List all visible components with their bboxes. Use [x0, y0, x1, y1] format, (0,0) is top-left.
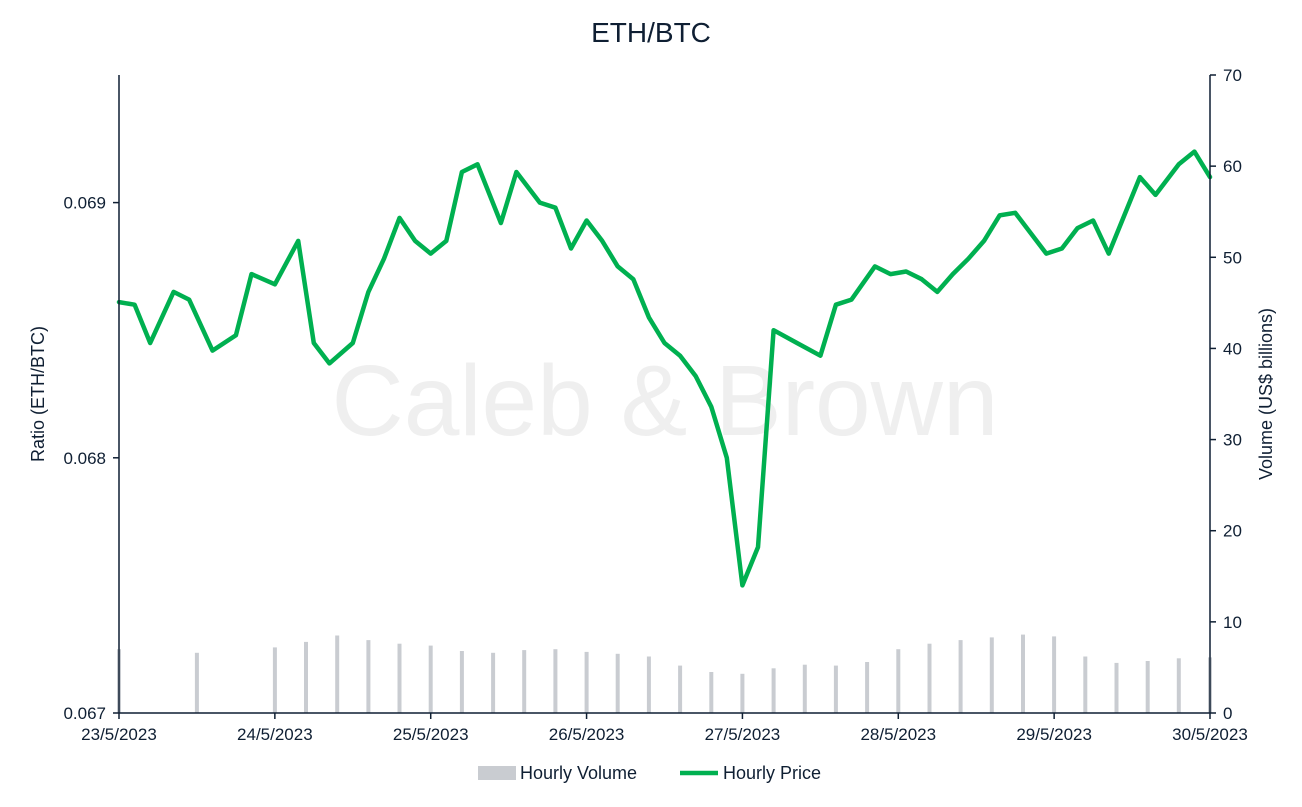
volume-bar	[678, 665, 683, 713]
legend-price-label: Hourly Price	[723, 763, 821, 783]
right-tick-label: 60	[1223, 157, 1242, 176]
volume-bar	[615, 653, 620, 713]
volume-bar	[1114, 662, 1119, 713]
left-axis-ticks: 0.067 0.068 0.069	[63, 194, 119, 723]
volume-bar	[366, 640, 371, 713]
volume-bar	[958, 640, 963, 713]
right-axis-label: Volume (US$ billions)	[1256, 308, 1276, 480]
legend-volume-label: Hourly Volume	[520, 763, 637, 783]
volume-bar	[1052, 636, 1057, 713]
volume-bar	[771, 668, 776, 713]
right-tick-label: 0	[1223, 704, 1232, 723]
chart-title: ETH/BTC	[591, 17, 711, 48]
right-tick-label: 20	[1223, 522, 1242, 541]
right-tick-label: 50	[1223, 248, 1242, 267]
volume-bar	[709, 672, 714, 713]
volume-bar	[459, 651, 464, 713]
legend: Hourly Volume Hourly Price	[478, 763, 821, 783]
x-tick-label: 27/5/2023	[705, 725, 781, 744]
left-tick-label: 0.069	[63, 194, 106, 213]
right-tick-label: 10	[1223, 613, 1242, 632]
x-tick-label: 23/5/2023	[81, 725, 157, 744]
volume-bar	[896, 649, 901, 713]
volume-bar	[397, 643, 402, 713]
volume-bar	[522, 650, 527, 713]
volume-bar	[802, 664, 807, 713]
left-tick-label: 0.067	[63, 704, 106, 723]
volume-bar	[833, 665, 838, 713]
x-tick-label: 28/5/2023	[860, 725, 936, 744]
x-axis-ticks: 23/5/2023 24/5/2023 25/5/2023 26/5/2023 27/5…	[81, 713, 1248, 744]
volume-bar	[1176, 658, 1181, 713]
right-axis-ticks: 0 10 20 30 40 50 60 70	[1210, 66, 1242, 723]
volume-bar	[1145, 661, 1150, 713]
price-series-line	[116, 149, 1213, 588]
x-tick-label: 26/5/2023	[549, 725, 625, 744]
left-axis-label: Ratio (ETH/BTC)	[28, 326, 48, 462]
volume-bar	[927, 643, 932, 713]
volume-bar	[272, 647, 277, 713]
volume-bar	[584, 651, 589, 713]
left-tick-label: 0.068	[63, 449, 106, 468]
volume-bar	[740, 673, 745, 713]
volume-bar	[1083, 656, 1088, 713]
volume-bar	[335, 635, 340, 713]
volume-bar	[646, 656, 651, 713]
volume-bar	[194, 652, 199, 713]
right-tick-label: 40	[1223, 339, 1242, 358]
volume-bars	[117, 634, 1212, 713]
right-tick-label: 70	[1223, 66, 1242, 85]
x-tick-label: 25/5/2023	[393, 725, 469, 744]
x-tick-label: 29/5/2023	[1016, 725, 1092, 744]
volume-bar	[553, 649, 558, 713]
volume-bar	[428, 645, 433, 713]
volume-bar	[491, 652, 496, 713]
volume-bar	[1021, 634, 1025, 713]
volume-bar	[865, 662, 870, 713]
right-tick-label: 30	[1223, 431, 1242, 450]
watermark-text: Caleb & Brown	[332, 345, 999, 457]
legend-volume-swatch	[478, 766, 516, 780]
x-tick-label: 24/5/2023	[237, 725, 313, 744]
x-tick-label: 30/5/2023	[1172, 725, 1248, 744]
volume-bar	[304, 641, 308, 713]
volume-bar	[989, 637, 994, 713]
